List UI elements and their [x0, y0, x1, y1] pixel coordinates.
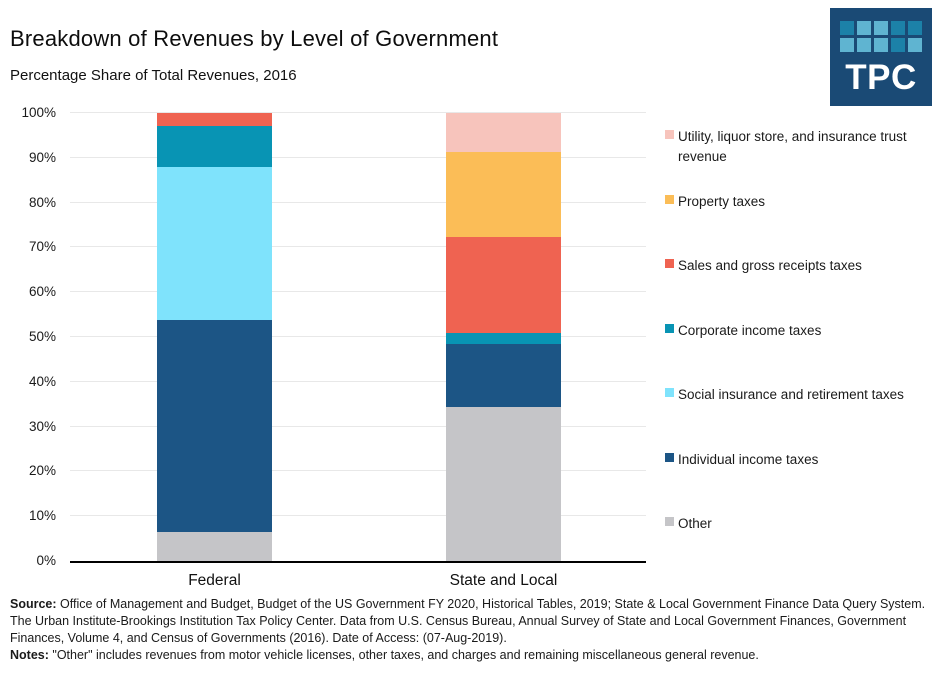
logo-square-icon	[874, 38, 888, 52]
x-axis-label-federal: Federal	[188, 572, 241, 589]
footer: Source: Office of Management and Budget,…	[10, 596, 936, 664]
gridline	[70, 470, 646, 472]
bar-segment	[446, 343, 561, 408]
bar-segment	[446, 333, 561, 344]
notes-label: Notes:	[10, 648, 49, 662]
y-tick-label: 90%	[28, 149, 56, 165]
y-tick-label: 40%	[28, 373, 56, 389]
y-tick-label: 100%	[21, 105, 56, 120]
gridline	[70, 425, 646, 427]
gridline	[70, 201, 646, 203]
logo-square-icon	[908, 21, 922, 35]
legend-swatch-icon	[665, 194, 674, 204]
gridline	[70, 156, 646, 158]
legend-item: Sales and gross receipts taxes	[665, 256, 933, 276]
legend-label: Corporate income taxes	[678, 322, 822, 338]
chart-title: Breakdown of Revenues by Level of Govern…	[10, 26, 499, 51]
bar-segment	[446, 151, 561, 237]
y-axis-labels: 0% 10% 20% 30% 40% 50% 60% 70% 80% 90% 100%	[0, 105, 56, 568]
legend-label: Utility, liquor store, and insurance tru…	[678, 129, 907, 164]
legend-label: Sales and gross receipts taxes	[678, 258, 862, 273]
plot-area	[70, 112, 646, 563]
legend-item: Other	[665, 514, 933, 534]
chart-subtitle: Percentage Share of Total Revenues, 2016	[10, 67, 297, 84]
bar-segment	[446, 407, 561, 561]
y-tick-label: 80%	[28, 194, 56, 210]
bar-federal	[157, 113, 272, 561]
logo-text: TPC	[845, 58, 917, 97]
legend-label: Social insurance and retirement taxes	[678, 387, 904, 402]
legend-swatch-icon	[665, 388, 674, 397]
logo-square-icon	[857, 21, 871, 35]
legend-item: Social insurance and retirement taxes	[665, 385, 933, 405]
notes-text: "Other" includes revenues from motor veh…	[52, 648, 759, 662]
logo-square-icon	[840, 21, 854, 35]
x-axis-label-state-and-local: State and Local	[449, 572, 558, 589]
tpc-logo: TPC	[830, 8, 932, 106]
logo-square-icon	[891, 21, 905, 35]
legend-item: Corporate income taxes	[665, 321, 933, 341]
gridline	[70, 246, 646, 248]
y-tick-label: 70%	[28, 239, 56, 255]
logo-square-icon	[874, 21, 888, 35]
legend-label: Property taxes	[678, 193, 766, 209]
y-tick-label: 30%	[28, 418, 56, 434]
legend: Utility, liquor store, and insurance tru…	[665, 127, 933, 537]
logo-square-icon	[840, 38, 854, 52]
logo-square-icon	[891, 38, 905, 52]
bar-segment	[157, 531, 272, 561]
y-tick-label: 0%	[36, 553, 56, 568]
y-tick-label: 20%	[28, 463, 56, 479]
legend-swatch-icon	[665, 130, 674, 139]
bar-segment	[446, 113, 561, 152]
legend-swatch-icon	[665, 517, 674, 526]
source-line: Source: Office of Management and Budget,…	[10, 596, 936, 647]
logo-square-icon	[857, 38, 871, 52]
legend-item: Utility, liquor store, and insurance tru…	[665, 127, 933, 166]
bar-segment	[157, 113, 272, 127]
gridline	[70, 515, 646, 517]
logo-square-icon	[908, 38, 922, 52]
logo-grid-icon	[840, 21, 922, 52]
bar-segment	[446, 236, 561, 334]
notes-line: Notes: "Other" includes revenues from mo…	[10, 647, 936, 664]
legend-swatch-icon	[665, 323, 674, 333]
bar-segment	[157, 320, 272, 532]
y-tick-label: 60%	[28, 284, 56, 300]
x-axis-labels: Federal State and Local	[70, 572, 646, 594]
bar-state-and-local	[446, 113, 561, 561]
legend-label: Individual income taxes	[678, 451, 819, 467]
y-tick-label: 50%	[28, 329, 56, 344]
source-text: Office of Management and Budget, Budget …	[10, 597, 926, 645]
legend-swatch-icon	[665, 259, 674, 268]
legend-item: Property taxes	[665, 192, 933, 212]
gridline	[70, 291, 646, 293]
gridline	[70, 112, 646, 113]
legend-label: Other	[678, 516, 712, 531]
source-label: Source:	[10, 597, 57, 611]
bar-segment	[157, 126, 272, 168]
bar-segment	[157, 167, 272, 320]
gridline	[70, 336, 646, 337]
legend-item: Individual income taxes	[665, 450, 933, 470]
y-tick-label: 10%	[28, 508, 56, 524]
gridline	[70, 380, 646, 382]
legend-swatch-icon	[665, 452, 674, 462]
